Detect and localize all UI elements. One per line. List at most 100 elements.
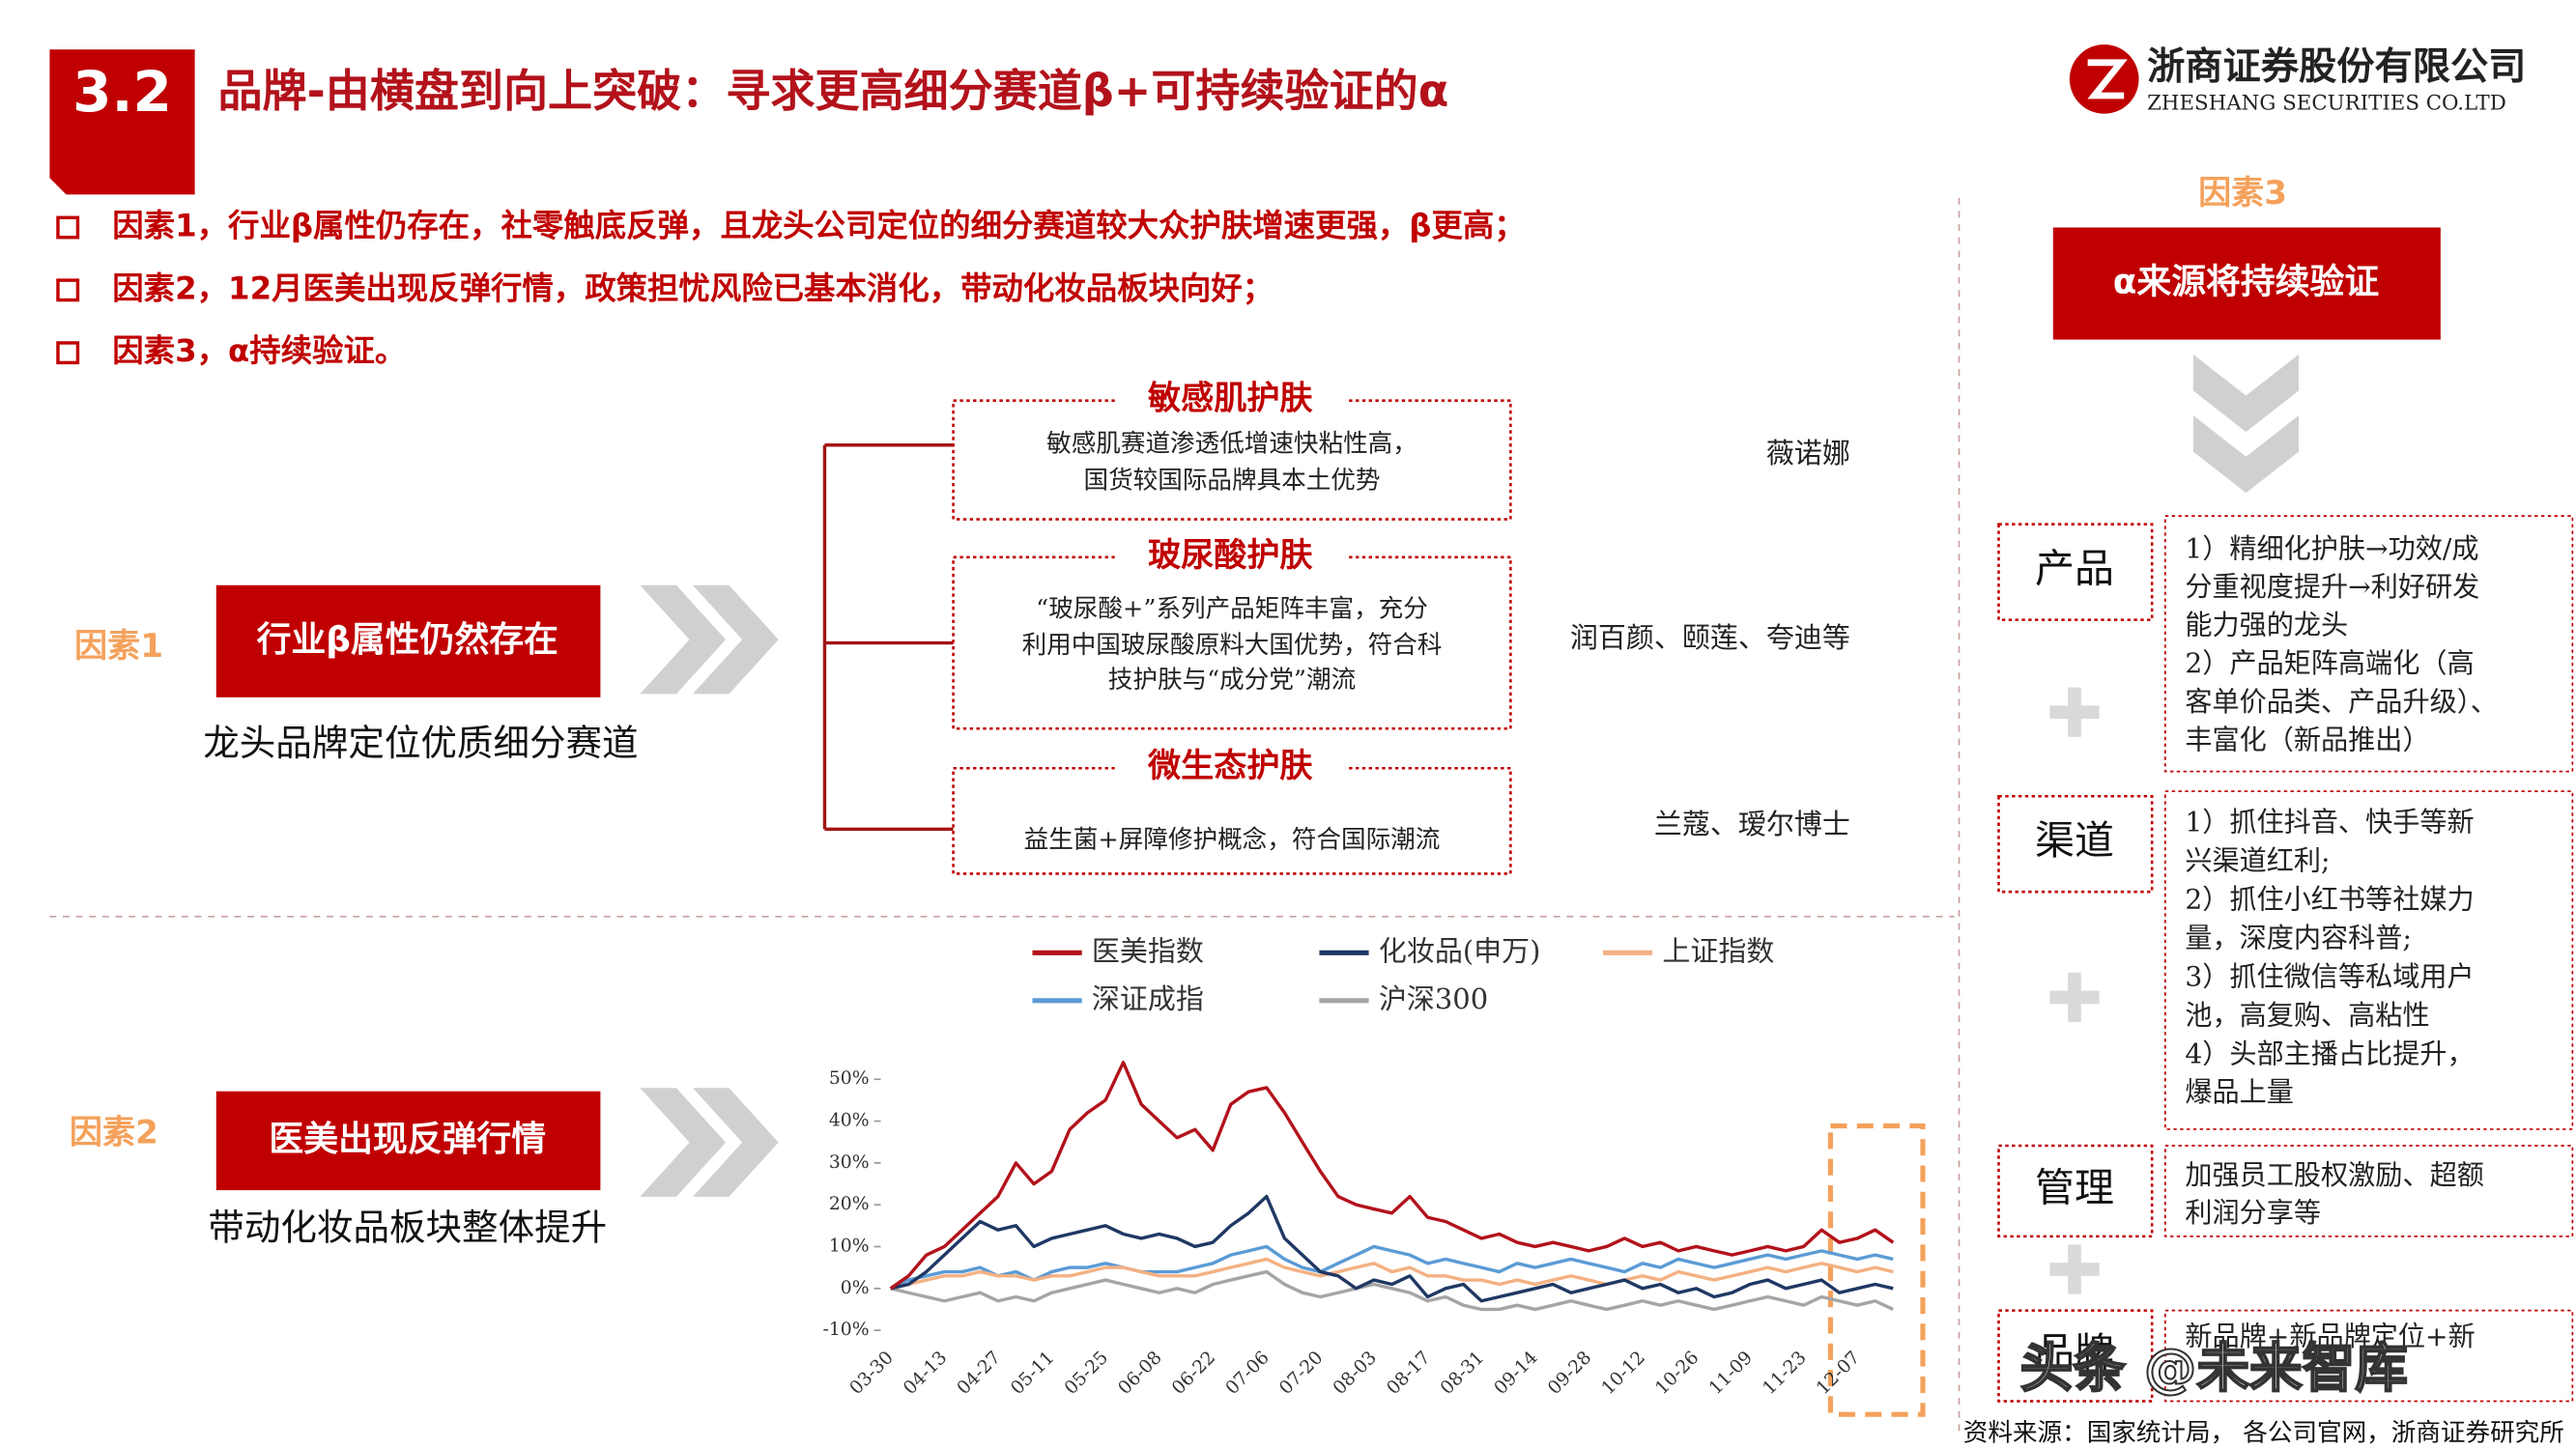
- bullet-square: [56, 278, 80, 302]
- series-line: [890, 1194, 1894, 1303]
- y-tick-label: 0%: [841, 1278, 870, 1298]
- company-name-en: ZHESHANG SECURITIES CO.LTD: [2147, 92, 2506, 116]
- item-line: 3）抓住微信等私域用户: [2185, 960, 2474, 992]
- y-tick-label: 50%: [829, 1068, 870, 1089]
- item-name-box: [1997, 1309, 2154, 1403]
- plus-signs: [2049, 687, 2100, 1294]
- x-tick-label: 08-31: [1437, 1348, 1488, 1399]
- factor-title: 行业β属性仍然存在: [257, 619, 558, 660]
- item-line: 新品牌+新品牌定位+新: [2185, 1321, 2475, 1352]
- series-line: [890, 1244, 1894, 1291]
- x-tick-label: 12-07: [1813, 1348, 1864, 1399]
- item-line: 兴渠道红利;: [2185, 845, 2330, 877]
- segment-desc: “玻尿酸+”系列产品矩阵丰富，充分: [1036, 594, 1428, 623]
- legend-label: 上证指数: [1662, 934, 1774, 967]
- segment-desc: 益生菌+屏障修护概念，符合国际潮流: [1024, 825, 1441, 854]
- legend-label: 化妆品(申万): [1379, 934, 1541, 967]
- item-name: 渠道: [2035, 817, 2114, 864]
- series-line: [889, 1061, 1895, 1291]
- item-name: 品牌: [2035, 1329, 2114, 1376]
- y-tick-label: 30%: [829, 1152, 870, 1173]
- source: 资料来源：国家统计局， 各公司官网，浙商证券研究所: [1963, 1419, 2564, 1448]
- factor-label: 因素2: [70, 1114, 158, 1152]
- section-badge: [49, 49, 195, 195]
- item-name-box: [1997, 1144, 2154, 1238]
- company-name: 浙商证券股份有限公司: [2147, 45, 2526, 89]
- chevrons: [640, 354, 2300, 1197]
- factor-label: 因素1: [74, 627, 163, 666]
- segment-desc: 国货较国际品牌具本土优势: [1084, 466, 1381, 495]
- x-tick-label: 04-27: [954, 1348, 1005, 1399]
- factor-label: 因素3: [2198, 174, 2287, 213]
- segment-title-bg: [1114, 537, 1346, 578]
- segment-brands: 润百颜、颐莲、夸迪等: [1570, 621, 1850, 654]
- factor-box: [2052, 227, 2441, 340]
- segment-title: 敏感肌护肤: [1148, 380, 1313, 418]
- item-name-box: [1997, 523, 2154, 621]
- x-tick-label: 04-13: [900, 1348, 951, 1399]
- item-line: 1）精细化护肤→功效/成: [2185, 532, 2478, 564]
- bracket: [822, 443, 954, 832]
- highlight-box: [1827, 1122, 1926, 1417]
- x-tick-label: 06-08: [1115, 1348, 1166, 1399]
- x-tick-label: 09-28: [1544, 1348, 1595, 1399]
- item-line: 加强员工股权激励、超额: [2185, 1159, 2484, 1191]
- bullet-text: 因素1，行业β属性仍存在，社零触底反弹，且龙头公司定位的细分赛道较大众护肤增速更…: [112, 207, 1525, 243]
- item-line: 池，高复购、高粘性: [2185, 999, 2429, 1031]
- segment-desc: 技护肤与“成分党”潮流: [1108, 666, 1356, 695]
- x-tick-label: 05-11: [1007, 1348, 1058, 1399]
- segment-title-bg: [1114, 381, 1346, 421]
- legend-label: 深证成指: [1092, 982, 1204, 1015]
- y-tick-label: 10%: [829, 1236, 870, 1256]
- x-tick-label: 08-17: [1384, 1348, 1435, 1399]
- item-line: 利润分享等: [2185, 1197, 2321, 1229]
- watermark: 头条 @未来智库: [2020, 1337, 2408, 1399]
- item-line: 丰富化（新品推出）: [2185, 724, 2429, 755]
- segment-brands: 兰蔻、瑷尔博士: [1654, 808, 1850, 840]
- segment-brands: 薇诺娜: [1766, 437, 1850, 469]
- item-name: 产品: [2035, 546, 2114, 592]
- x-tick-label: 10-26: [1651, 1348, 1703, 1399]
- legend-label: 沪深300: [1379, 982, 1488, 1015]
- item-content-box: [2163, 515, 2574, 773]
- segment-desc: 敏感肌赛道渗透低增速快粘性高，: [1046, 430, 1417, 459]
- factor-title: 医美出现反弹行情: [269, 1120, 546, 1159]
- item-line: 客单价品类、产品升级）、: [2185, 686, 2498, 718]
- item-name-box: [1997, 794, 2154, 894]
- item-line: 1）抓住抖音、快手等新: [2185, 807, 2474, 838]
- segment-desc: 利用中国玻尿酸原料大国优势，符合科: [1022, 631, 1443, 660]
- segment-title: 玻尿酸护肤: [1148, 536, 1313, 575]
- legend-label: 医美指数: [1092, 934, 1204, 967]
- y-tick-label: -10%: [822, 1320, 869, 1340]
- segment-title-bg: [1114, 748, 1346, 788]
- item-line: 分重视度提升→利好研发: [2185, 571, 2479, 603]
- factor-caption: 龙头品牌定位优质细分赛道: [203, 722, 638, 764]
- x-tick-label: 06-22: [1168, 1348, 1219, 1399]
- x-tick-label: 03-30: [846, 1348, 898, 1399]
- factor-title: α来源将持续验证: [2113, 263, 2380, 302]
- bullet-text: 因素2，12月医美出现反弹行情，政策担忧风险已基本消化，带动化妆品板块向好；: [112, 270, 1274, 306]
- item-name: 管理: [2035, 1164, 2114, 1210]
- segment-title: 微生态护肤: [1147, 747, 1313, 785]
- bullet-text: 因素3，α持续验证。: [112, 332, 406, 369]
- item-line: 量，深度内容科普;: [2185, 923, 2412, 954]
- x-tick-label: 09-14: [1491, 1348, 1542, 1399]
- section-number: 3.2: [72, 59, 172, 125]
- bullet-square: [56, 215, 80, 240]
- factor-box: [215, 584, 601, 697]
- x-tick-label: 11-09: [1705, 1348, 1757, 1399]
- y-tick-label: 40%: [829, 1111, 870, 1131]
- x-tick-label: 11-23: [1760, 1348, 1811, 1399]
- series-line: [890, 1257, 1894, 1291]
- x-tick-label: 05-25: [1061, 1348, 1112, 1399]
- item-content-box: [2163, 790, 2574, 1130]
- item-line: 4）头部主播占比提升，: [2185, 1037, 2474, 1069]
- item-content-box: [2163, 1145, 2574, 1237]
- item-line: 爆品上量: [2185, 1076, 2294, 1108]
- item-content-box: [2163, 1309, 2574, 1403]
- slide-title: 品牌-由横盘到向上突破：寻求更高细分赛道β+可持续验证的α: [217, 65, 1448, 117]
- x-tick-label: 10-12: [1598, 1348, 1649, 1399]
- series-line: [890, 1269, 1895, 1312]
- bullet-square: [56, 341, 80, 365]
